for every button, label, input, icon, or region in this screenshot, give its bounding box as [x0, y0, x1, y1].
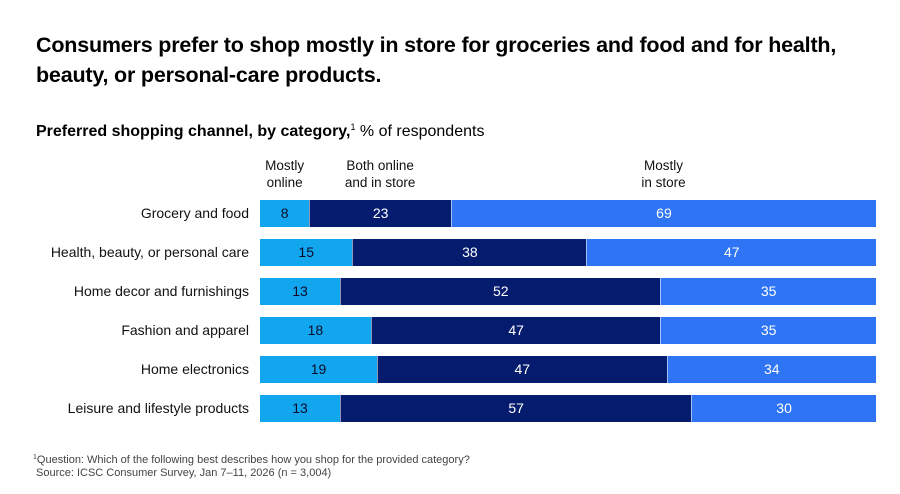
data-label: 30 — [776, 400, 792, 416]
data-label: 34 — [763, 361, 780, 377]
category-label: Grocery and food — [140, 205, 249, 221]
footnote-question-text: Question: Which of the following best de… — [36, 454, 470, 466]
data-label: 35 — [760, 322, 777, 338]
legend-header-1: Both online and in store — [344, 158, 416, 190]
data-label: 69 — [656, 205, 672, 221]
data-label: 47 — [723, 244, 740, 260]
data-label: 13 — [292, 283, 308, 299]
category-label: Health, beauty, or personal care — [50, 244, 249, 260]
data-label: 18 — [307, 322, 324, 338]
category-label: Fashion and apparel — [121, 322, 249, 338]
data-label: 19 — [310, 361, 327, 377]
category-label: Leisure and lifestyle products — [67, 400, 249, 416]
category-label: Home electronics — [140, 361, 249, 377]
bar-segment-both: 47 — [370, 317, 661, 344]
bar-segment-mostly-online: 15 — [260, 239, 353, 266]
data-label: 52 — [492, 283, 509, 299]
footnote-question: 1Question: Which of the following best d… — [33, 451, 470, 467]
bar-segment-both: 23 — [309, 200, 451, 227]
bar-segment-mostly-online: 13 — [260, 278, 341, 305]
data-label: 23 — [372, 205, 389, 221]
data-label: 13 — [292, 400, 308, 416]
data-label: 47 — [514, 361, 531, 377]
legend-header-0: Mostly online — [265, 158, 305, 190]
bar-segment-mostly-online: 13 — [260, 395, 341, 422]
bar-segment-mostly-in-store: 47 — [586, 239, 876, 266]
data-label: 15 — [298, 244, 314, 260]
data-label: 8 — [280, 205, 289, 221]
bar-segment-mostly-online: 8 — [260, 200, 310, 227]
data-label: 35 — [760, 283, 777, 299]
subtitle-units: % of respondents — [355, 123, 485, 140]
footnote-marker: 1 — [33, 454, 37, 461]
data-label: 38 — [462, 244, 478, 260]
bar-segment-both: 47 — [377, 356, 667, 383]
bar-segment-mostly-in-store: 35 — [660, 317, 876, 344]
bar-segment-both: 52 — [340, 278, 661, 305]
bar-segment-mostly-in-store: 69 — [450, 200, 876, 227]
chart-subtitle: Preferred shopping channel, by category,… — [36, 117, 484, 142]
legend-header-2: Mostly in store — [641, 158, 686, 190]
bar-segment-mostly-online: 19 — [260, 356, 378, 383]
bar-segment-mostly-online: 18 — [260, 317, 371, 344]
category-label: Home decor and furnishings — [73, 283, 249, 299]
footnote: 1Question: Which of the following best d… — [33, 451, 470, 480]
subtitle-bold: Preferred shopping channel, by category, — [36, 123, 351, 140]
bar-segment-both: 38 — [352, 239, 587, 266]
data-label: 47 — [508, 322, 524, 338]
footnote-source: Source: ICSC Consumer Survey, Jan 7–11, … — [36, 467, 332, 479]
bar-segment-mostly-in-store: 30 — [691, 395, 876, 422]
chart-title: Consumers prefer to shop mostly in store… — [36, 33, 837, 87]
bar-segment-mostly-in-store: 35 — [660, 278, 876, 305]
subtitle-footnote-marker: 1 — [350, 122, 356, 132]
bar-segment-mostly-in-store: 34 — [666, 356, 876, 383]
data-label: 57 — [508, 400, 524, 416]
bar-segment-both: 57 — [340, 395, 692, 422]
